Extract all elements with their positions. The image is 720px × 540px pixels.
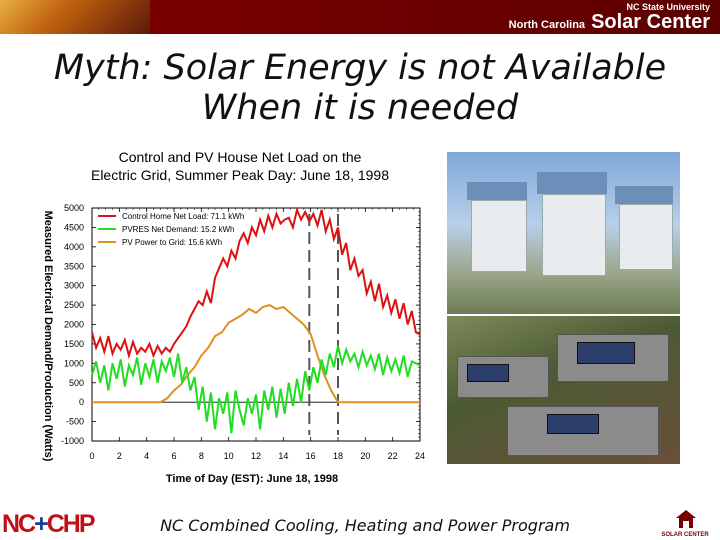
legend-label: PVRES Net Demand: 15.2 kWh xyxy=(122,225,235,234)
y-tick-label: 2500 xyxy=(64,300,84,310)
university-name: NC State University xyxy=(626,2,710,12)
y-tick-label: -1000 xyxy=(61,436,84,446)
y-tick-label: -500 xyxy=(66,417,84,427)
banner-solar-photo xyxy=(0,0,150,34)
slide-title: Myth: Solar Energy is not Available When… xyxy=(0,48,720,128)
legend-label: Control Home Net Load: 71.1 kWh xyxy=(122,212,244,221)
y-tick-label: 1000 xyxy=(64,358,84,368)
y-tick-label: 1500 xyxy=(64,339,84,349)
x-tick-label: 4 xyxy=(144,451,149,461)
nc-chp-logo: NC+CHP xyxy=(0,510,96,540)
center-prefix: North Carolina xyxy=(508,19,586,31)
x-tick-label: 0 xyxy=(89,451,94,461)
x-tick-label: 20 xyxy=(360,451,370,461)
header-banner: NC State University North Carolina Solar … xyxy=(0,0,720,34)
house-icon xyxy=(676,510,696,528)
solar-center-logo-label: SOLAR CENTER xyxy=(661,532,709,538)
slide-title-line1: Myth: Solar Energy is not Available xyxy=(53,48,667,88)
center-name: Solar Center xyxy=(591,11,710,33)
legend-label: PV Power to Grid: 15.6 kWh xyxy=(122,238,222,247)
x-tick-label: 12 xyxy=(251,451,261,461)
x-tick-label: 14 xyxy=(278,451,288,461)
x-tick-label: 8 xyxy=(199,451,204,461)
chart-title-line1: Control and PV House Net Load on the xyxy=(118,149,362,165)
y-tick-label: 500 xyxy=(69,378,84,388)
y-ticks: 5000450040003500300025002000150010005000… xyxy=(61,203,420,446)
x-ticks: 0 2 4 6 8 10 12 14 16 18 20 22 24 xyxy=(89,208,425,461)
y-tick-label: 0 xyxy=(79,397,84,407)
x-tick-label: 22 xyxy=(388,451,398,461)
logo-nc: NC xyxy=(2,510,36,538)
banner-strip xyxy=(150,0,720,34)
footer-program-name: NC Combined Cooling, Heating and Power P… xyxy=(160,516,570,535)
chart-title: Control and PV House Net Load on the Ele… xyxy=(30,148,450,184)
chart-legend: Control Home Net Load: 71.1 kWh PVRES Net… xyxy=(98,212,244,247)
center-logo: North Carolina Solar Center xyxy=(509,11,710,34)
y-tick-label: 2000 xyxy=(64,320,84,330)
logo-plus: + xyxy=(34,510,49,538)
y-tick-label: 3000 xyxy=(64,281,84,291)
slide-title-line2: When it is needed xyxy=(201,88,519,128)
annotations xyxy=(308,214,339,435)
y-tick-label: 3500 xyxy=(64,261,84,271)
logo-chp: CHP xyxy=(46,510,96,538)
x-tick-label: 10 xyxy=(224,451,234,461)
y-tick-label: 4500 xyxy=(64,222,84,232)
series-line-3 xyxy=(92,304,420,404)
x-axis-label: Time of Day (EST): June 18, 1998 xyxy=(166,473,338,485)
x-tick-label: 2 xyxy=(117,451,122,461)
x-tick-label: 16 xyxy=(306,451,316,461)
chart-title-line2: Electric Grid, Summer Peak Day: June 18,… xyxy=(90,167,390,183)
series-line-1 xyxy=(91,206,421,360)
x-tick-label: 18 xyxy=(333,451,343,461)
series-group xyxy=(91,206,421,434)
x-tick-label: 24 xyxy=(415,451,425,461)
x-tick-label: 6 xyxy=(171,451,176,461)
y-tick-label: 4000 xyxy=(64,242,84,252)
house-photo xyxy=(447,152,680,314)
rooftop-photo xyxy=(447,316,680,464)
y-tick-label: 5000 xyxy=(64,203,84,213)
series-line-2 xyxy=(91,345,421,434)
solar-center-logo: SOLAR CENTER xyxy=(654,508,716,540)
